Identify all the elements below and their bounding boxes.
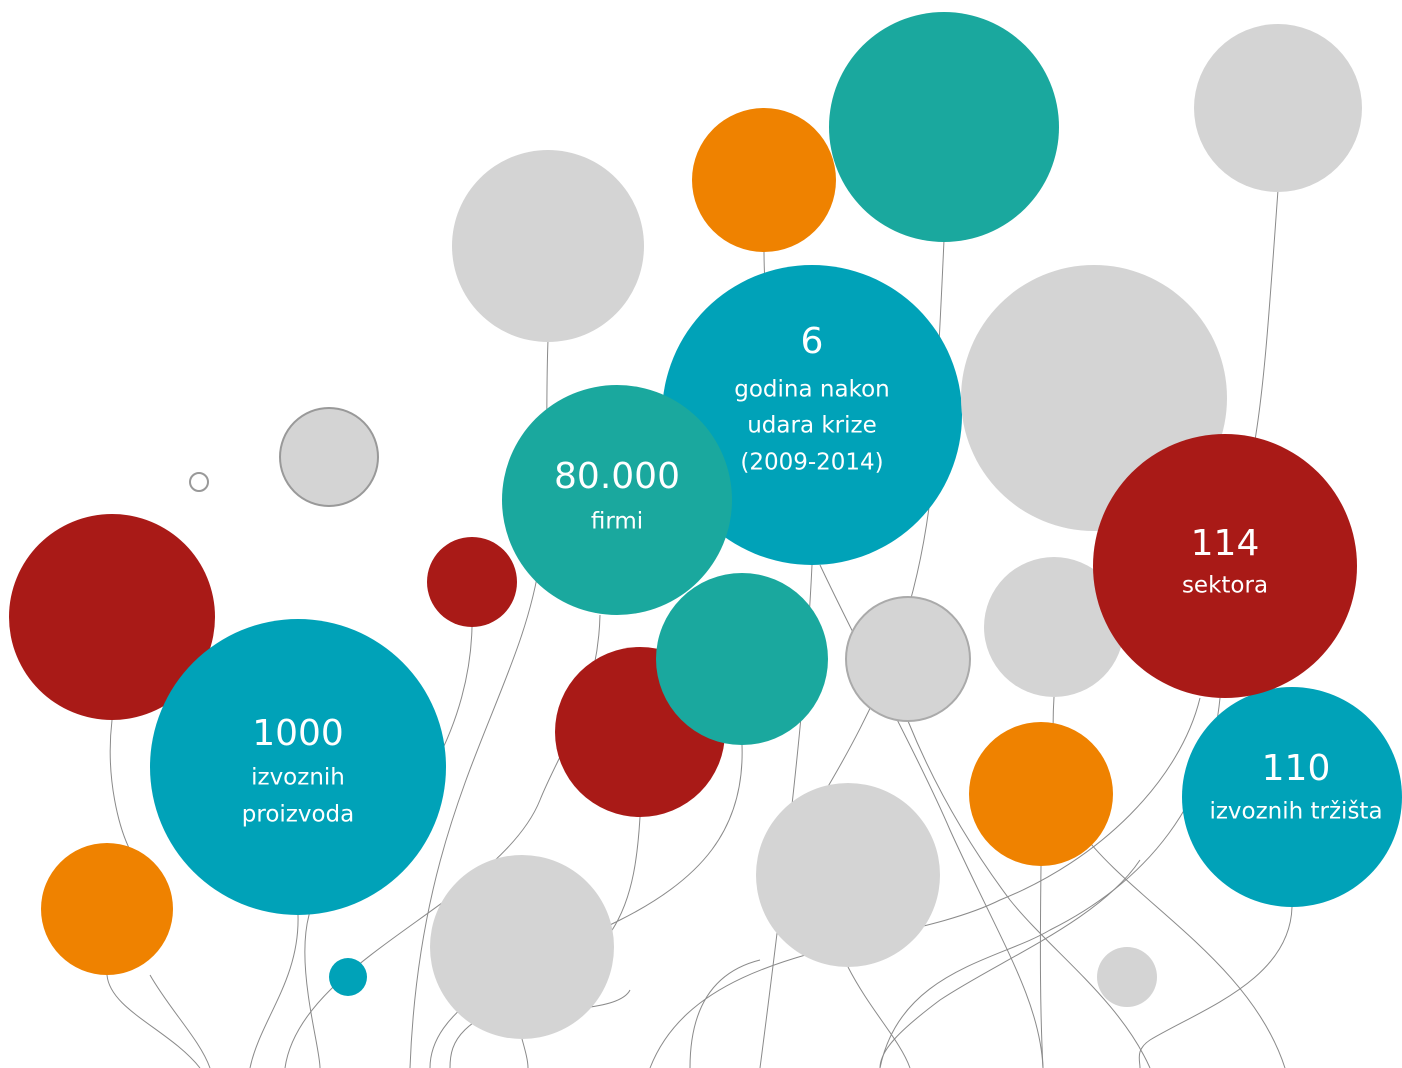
- balloon: [1097, 947, 1157, 1007]
- balloon-number: 80.000: [554, 456, 680, 497]
- balloon-number: 6: [801, 321, 824, 362]
- balloon: [430, 855, 614, 1039]
- balloon-label: udara krize: [747, 413, 877, 439]
- balloon: [190, 473, 208, 491]
- balloon: [502, 385, 732, 615]
- balloon-number: 1000: [252, 713, 344, 754]
- balloon: [969, 722, 1113, 866]
- balloon: [756, 783, 940, 967]
- balloon: [452, 150, 644, 342]
- balloon: [846, 597, 970, 721]
- balloon: [656, 573, 828, 745]
- balloon-number: 114: [1191, 523, 1260, 564]
- balloon-label: godina nakon: [734, 377, 889, 403]
- infographic: 6 godina nakon udara krize (2009-2014) 8…: [0, 0, 1402, 1068]
- balloon-label: sektora: [1182, 573, 1268, 599]
- balloon: [1194, 24, 1362, 192]
- balloon: [427, 537, 517, 627]
- balloon: [1182, 687, 1402, 907]
- balloon-label: (2009-2014): [740, 450, 883, 476]
- balloon: [329, 958, 367, 996]
- balloon-label: firmi: [591, 509, 643, 535]
- balloon-label: izvoznih tržišta: [1209, 799, 1382, 825]
- balloon: [280, 408, 378, 506]
- balloon: [41, 843, 173, 975]
- balloon: [692, 108, 836, 252]
- balloon-label: proizvoda: [242, 802, 354, 828]
- balloon-number: 110: [1262, 748, 1331, 789]
- balloon: [829, 12, 1059, 242]
- balloon-label: izvoznih: [251, 765, 345, 791]
- balloon: [1093, 434, 1357, 698]
